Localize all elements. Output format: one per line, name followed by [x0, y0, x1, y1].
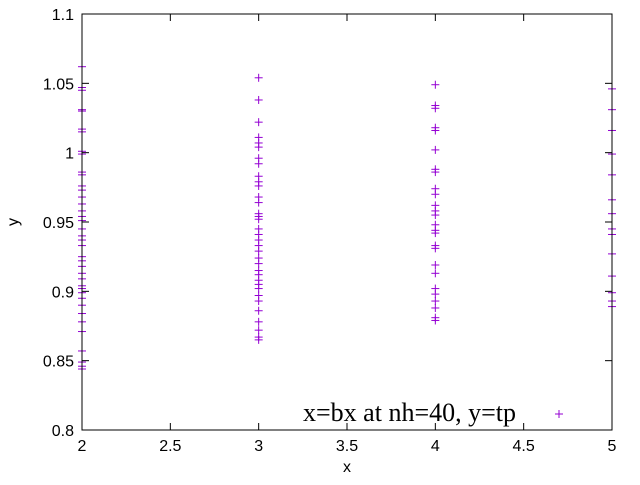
data-point	[431, 126, 440, 135]
x-tick-label: 4.5	[513, 438, 535, 455]
y-tick-label: 0.95	[43, 215, 74, 232]
data-point	[431, 316, 440, 325]
x-tick-label: 3	[254, 438, 263, 455]
plot-frame	[81, 13, 613, 431]
data-point	[254, 143, 263, 152]
legend-marker-glyph	[555, 410, 563, 418]
data-point	[254, 317, 263, 326]
data-point	[431, 303, 440, 312]
data-point	[431, 244, 440, 253]
data-point	[254, 159, 263, 168]
legend-marker	[555, 410, 563, 418]
data-point	[254, 181, 263, 190]
data-point	[431, 145, 440, 154]
y-tick-label: 1.1	[52, 7, 74, 24]
y-tick-label: 1.05	[43, 76, 74, 93]
data-point	[254, 335, 263, 344]
data-point	[254, 326, 263, 335]
y-tick-label: 0.8	[52, 423, 74, 440]
x-tick-label: 5	[608, 438, 617, 455]
y-axis-label: y	[5, 218, 22, 226]
data-point	[254, 198, 263, 207]
data-point	[254, 297, 263, 306]
data-point	[254, 215, 263, 224]
x-tick-label: 2	[78, 438, 87, 455]
y-tick-label: 1	[65, 146, 74, 163]
legend-entry-label: x=bx at nh=40, y=tp	[303, 398, 516, 427]
y-tick-label: 0.85	[43, 354, 74, 371]
y-tick-label: 0.9	[52, 284, 74, 301]
data-point	[254, 73, 263, 82]
data-point	[431, 104, 440, 113]
legend: x=bx at nh=40, y=tp	[303, 398, 563, 427]
data-point	[431, 290, 440, 299]
data-point	[254, 306, 263, 315]
data-point	[254, 259, 263, 268]
data-point	[431, 260, 440, 269]
data-point	[431, 190, 440, 199]
data-point	[431, 229, 440, 238]
data-point	[431, 297, 440, 306]
data-point	[431, 211, 440, 220]
data-point	[431, 168, 440, 177]
data-point	[431, 80, 440, 89]
data-point	[254, 95, 263, 104]
x-axis-label: x	[343, 459, 351, 476]
x-tick-label: 3.5	[336, 438, 358, 455]
x-tick-label: 2.5	[159, 438, 181, 455]
x-tick-label: 4	[431, 438, 440, 455]
data-point	[254, 118, 263, 127]
data-point	[254, 247, 263, 256]
data-point	[431, 269, 440, 278]
data-point	[254, 284, 263, 293]
